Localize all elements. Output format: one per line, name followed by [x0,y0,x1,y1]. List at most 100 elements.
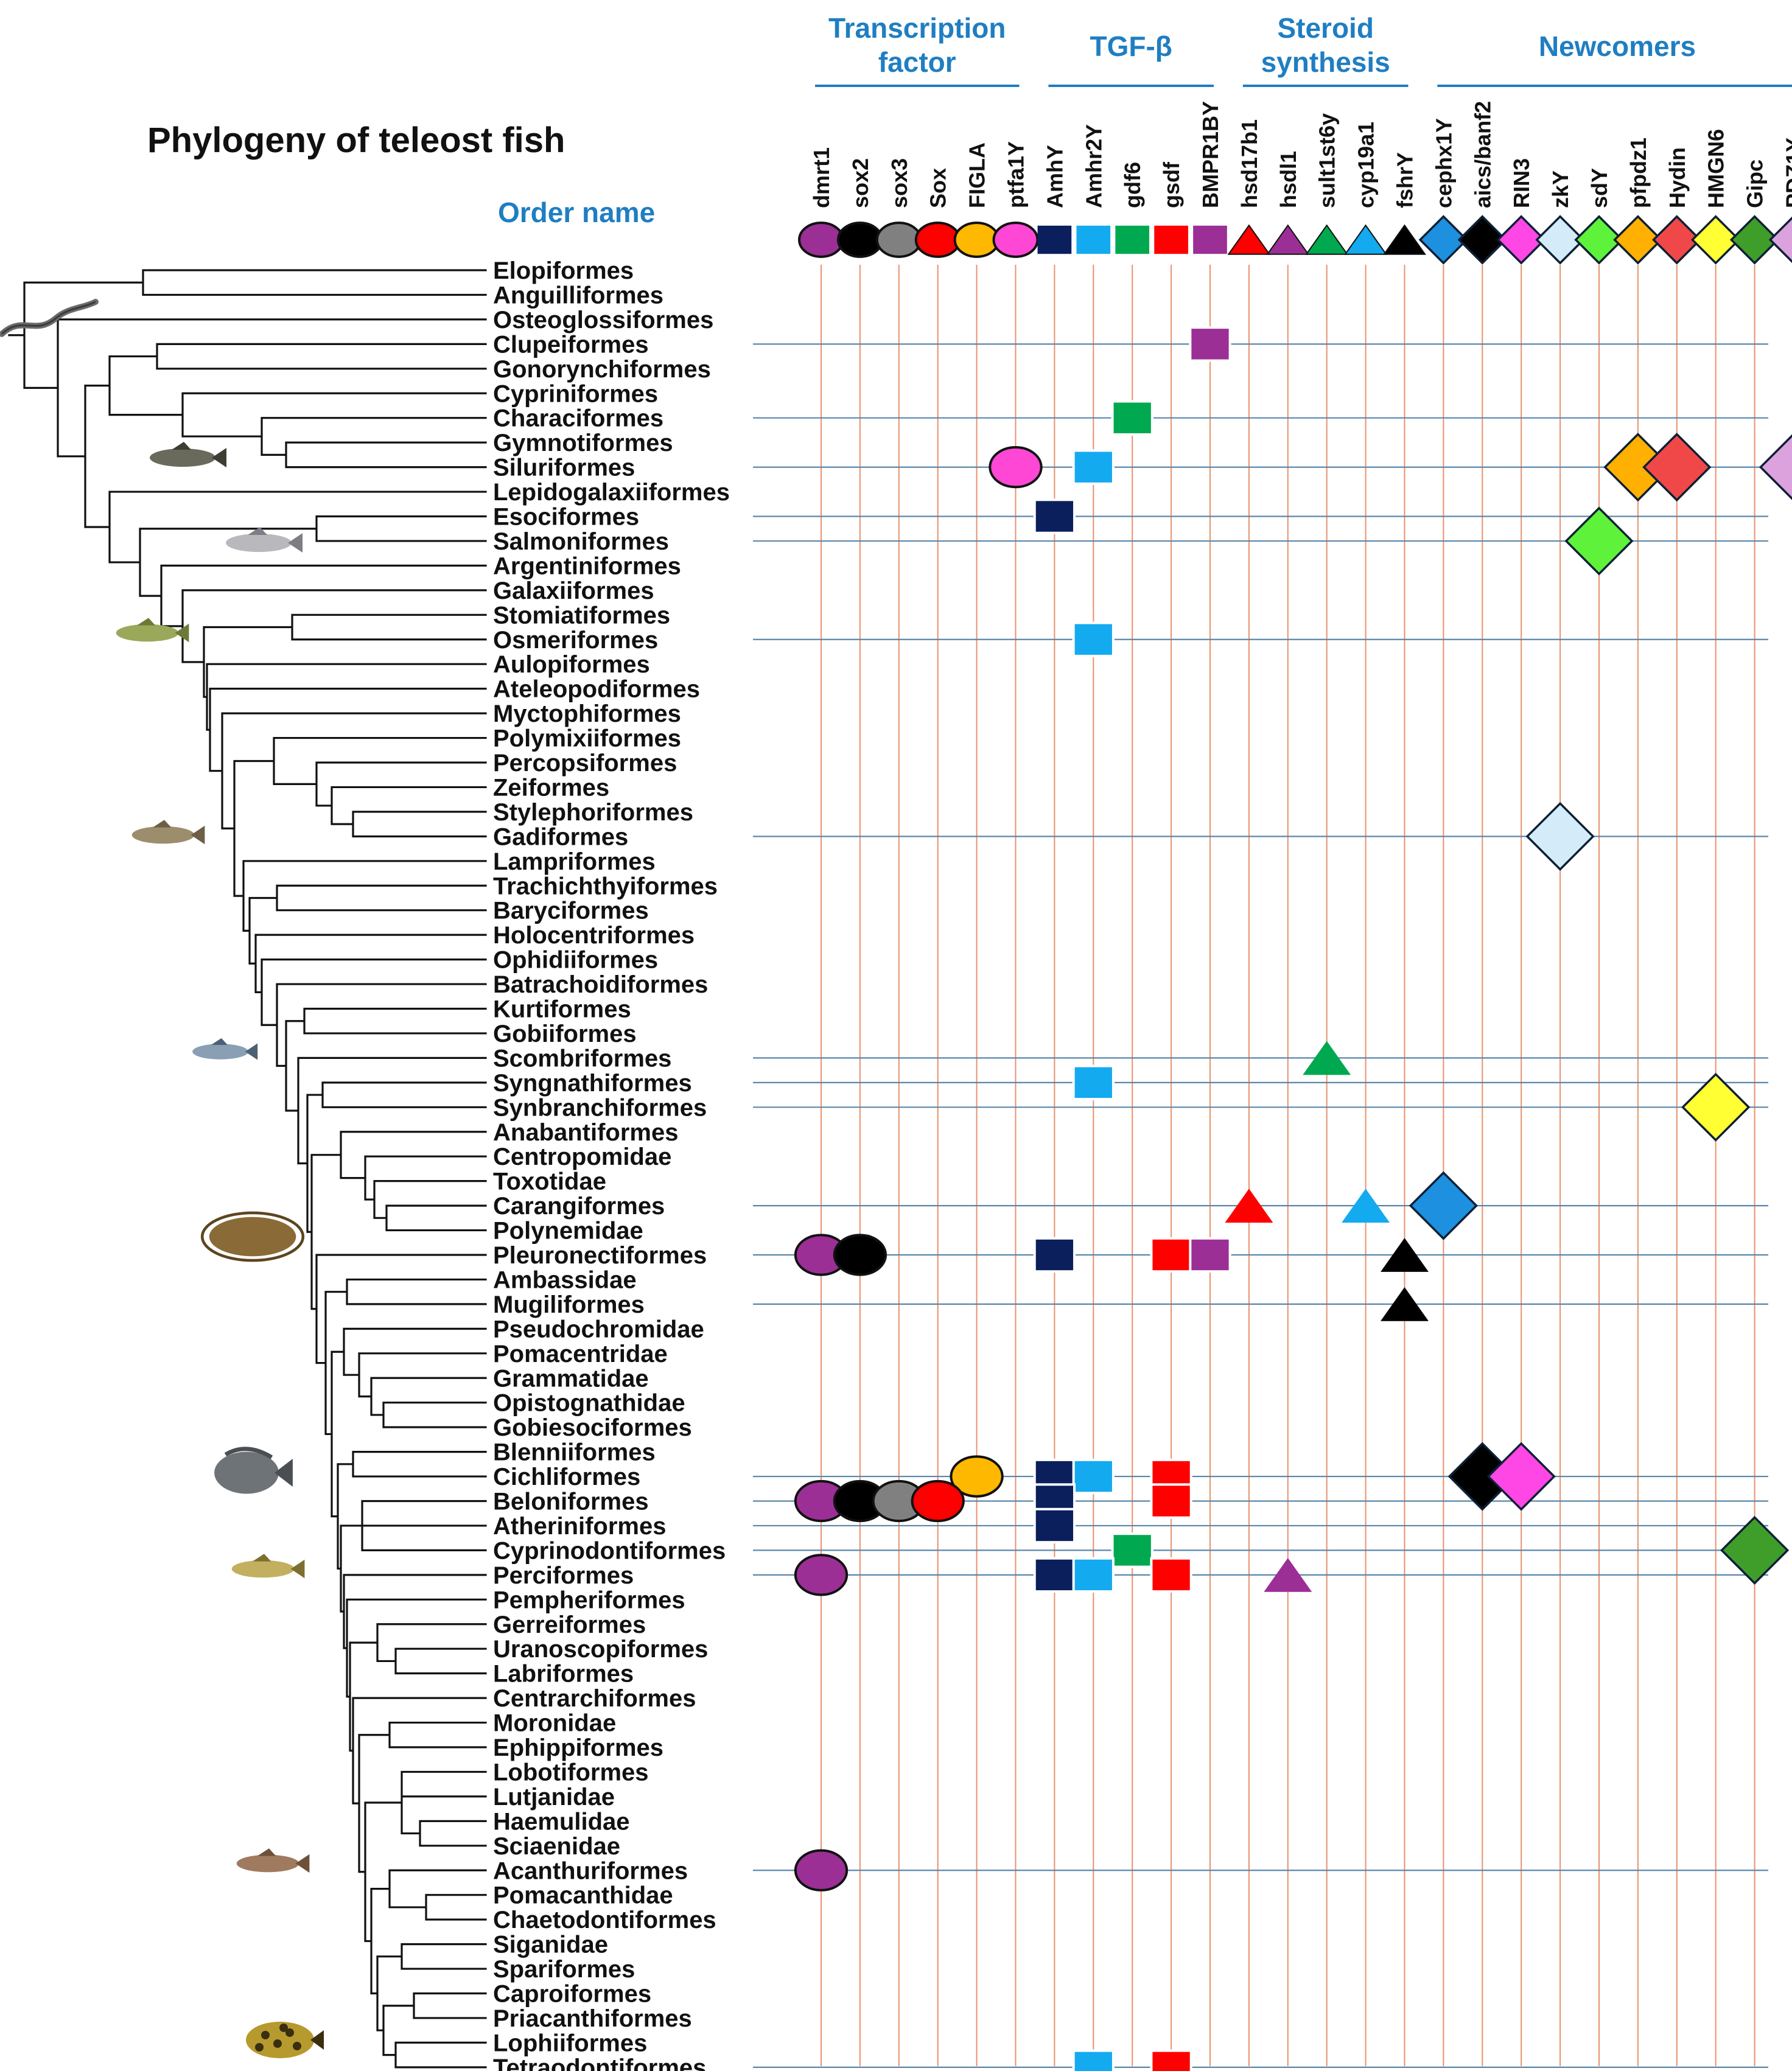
marker-pleuronectiformes-fshry [1381,1238,1429,1272]
taxon-label: Ateleopodiformes [493,676,700,703]
marker-beloniformes-gsdf [1150,1483,1192,1519]
marker-beloniformes-sox [911,1479,965,1523]
taxon-label: Moronidae [493,1710,616,1737]
legend-diamond-pfpdz1 [1613,215,1663,265]
taxon-label: Perciformes [493,1562,634,1589]
taxon-label: Ophidiiformes [493,947,658,974]
gene-label-fshry: fshrY [1393,152,1418,208]
taxon-label: Polynemidae [493,1218,643,1245]
taxon-label: Spariformes [493,1956,635,1983]
tree-branches [8,269,487,2069]
taxon-label: Pomacentridae [493,1341,668,1367]
marker-tetraodontiformes-amhr2y [1072,2049,1115,2071]
legend-diamond-zky [1535,215,1585,265]
gene-label-sox2: sox2 [848,158,873,208]
taxon-label: Argentiniformes [493,553,681,579]
legend-ellipse-dmrt1 [798,222,844,258]
taxon-label: Ambassidae [493,1266,637,1293]
marker-characiformes-gdf6 [1111,400,1153,436]
taxon-label: Pomacanthidae [493,1882,673,1909]
taxon-label: Toxotidae [493,1168,606,1195]
taxon-label: Pseudochromidae [493,1316,704,1343]
taxon-label: Pempheriformes [493,1587,685,1613]
legend-diamond-hydin [1652,215,1702,265]
pufferfish-illustration [246,2022,324,2058]
category-label-transcription: Transcription [828,12,1006,44]
marker-carangiformes-hsd17b1 [1225,1189,1273,1223]
taxon-label: Caproiformes [493,1981,651,2008]
gene-label-ptfa1y: ptfa1Y [1004,141,1029,208]
gene-label-sdy: sdY [1587,168,1612,208]
fish-illustrations [0,299,324,2058]
taxon-label: Tetraodontiformes [493,2055,706,2071]
taxon-label: Atheriniformes [493,1513,667,1540]
marker-scombriformes-sult1st6y [1303,1041,1351,1075]
marker-salmoniformes-sdy [1564,506,1634,576]
taxon-label: Siganidae [493,1932,608,1958]
taxon-label: Lobotiformes [493,1759,649,1786]
marker-siluriformes-pdz1y [1759,434,1792,500]
taxon-label: Uranoscopiformes [493,1636,708,1663]
gene-legend-symbols [798,215,1792,265]
taxon-label: Lepidogalaxiiformes [493,479,730,506]
marker-siluriformes-amhr2y [1072,449,1115,485]
salmon-illustration [226,527,303,553]
marker-clupeiformes-bmpr1by [1189,326,1231,362]
taxon-label: Osmeriformes [493,627,658,654]
gene-label-bmpr1by: BMPR1BY [1198,101,1223,208]
marker-siluriformes-hydin [1642,433,1712,502]
gene-label-pdz1y: PDZ1Y [1782,138,1792,208]
taxon-label: Trachichthyiformes [493,873,718,899]
taxon-label: Elopiformes [493,257,634,284]
category-label-newcomers: Newcomers [1539,30,1696,62]
taxon-label: Zeiformes [493,774,609,801]
taxon-label: Stylephoriformes [493,799,693,826]
taxon-label: Synbranchiformes [493,1094,707,1121]
gene-column-lines [821,265,1755,2066]
marker-syngnathiformes-amhr2y [1072,1064,1115,1101]
taxon-labels: ElopiformesAnguilliformesOsteoglossiform… [493,257,730,2071]
phylogenetic-tree [8,269,487,2069]
legend-ellipse-sox3 [875,222,922,258]
taxon-label: Kurtiformes [493,996,631,1023]
marker-cichliformes-rin3 [1486,1442,1556,1511]
category-label-transcription: factor [878,46,956,78]
taxon-label: Opistognathidae [493,1390,685,1417]
gene-label-sox3: sox3 [887,158,912,208]
marker-synbranchiformes-hmgn6 [1681,1072,1751,1142]
taxon-label: Mugiliformes [493,1291,645,1318]
gene-label-gdf6: gdf6 [1120,162,1145,208]
taxon-label: Gonorynchiformes [493,356,711,383]
taxon-label: Gadiformes [493,823,628,850]
gene-label-cyp19a1: cyp19a1 [1354,122,1379,208]
taxon-label: Haemulidae [493,1808,630,1835]
legend-diamond-pdz1y [1768,216,1792,264]
taxon-label: Syngnathiformes [493,1070,692,1097]
legend-triangle-hsd17b1 [1227,224,1271,255]
legend-square-amhr2y [1076,225,1111,254]
legend-square-gsdf [1154,225,1188,254]
taxon-label: Labriformes [493,1661,634,1688]
taxon-label: Sciaenidae [493,1833,620,1860]
legend-diamond-cephx1y [1418,215,1469,265]
taxon-label: Gymnotiformes [493,430,673,456]
marker-tetraodontiformes-gsdf [1150,2049,1192,2071]
marker-carangiformes-cyp19a1 [1342,1189,1390,1223]
taxon-label: Cypriniformes [493,380,658,407]
legend-triangle-hsdl1 [1266,224,1310,255]
marker-cichliformes-amhr2y [1072,1458,1115,1495]
marker-perciformes-hsdl1 [1264,1557,1312,1592]
taxon-label: Galaxiiformes [493,578,654,604]
marker-esociformes-amhy [1033,498,1076,534]
figure-title: Phylogeny of teleost fish [147,120,565,160]
gene-label-aics-banf2: aics/banf2 [1470,101,1495,208]
taxon-label: Lophiiformes [493,2030,647,2056]
gene-labels: dmrt1 sox2 sox3 Sox FIGLA ptfa1Y AmhY Amhr2Y gdf… [809,101,1792,208]
grouper-illustration [236,1848,310,1873]
marker-perciformes-amhy [1033,1557,1076,1593]
marker-acanthuriformes-dmrt1 [794,1849,849,1891]
marker-cichliformes-figla [950,1455,1004,1498]
gene-label-gsdf: gsdf [1159,161,1184,208]
